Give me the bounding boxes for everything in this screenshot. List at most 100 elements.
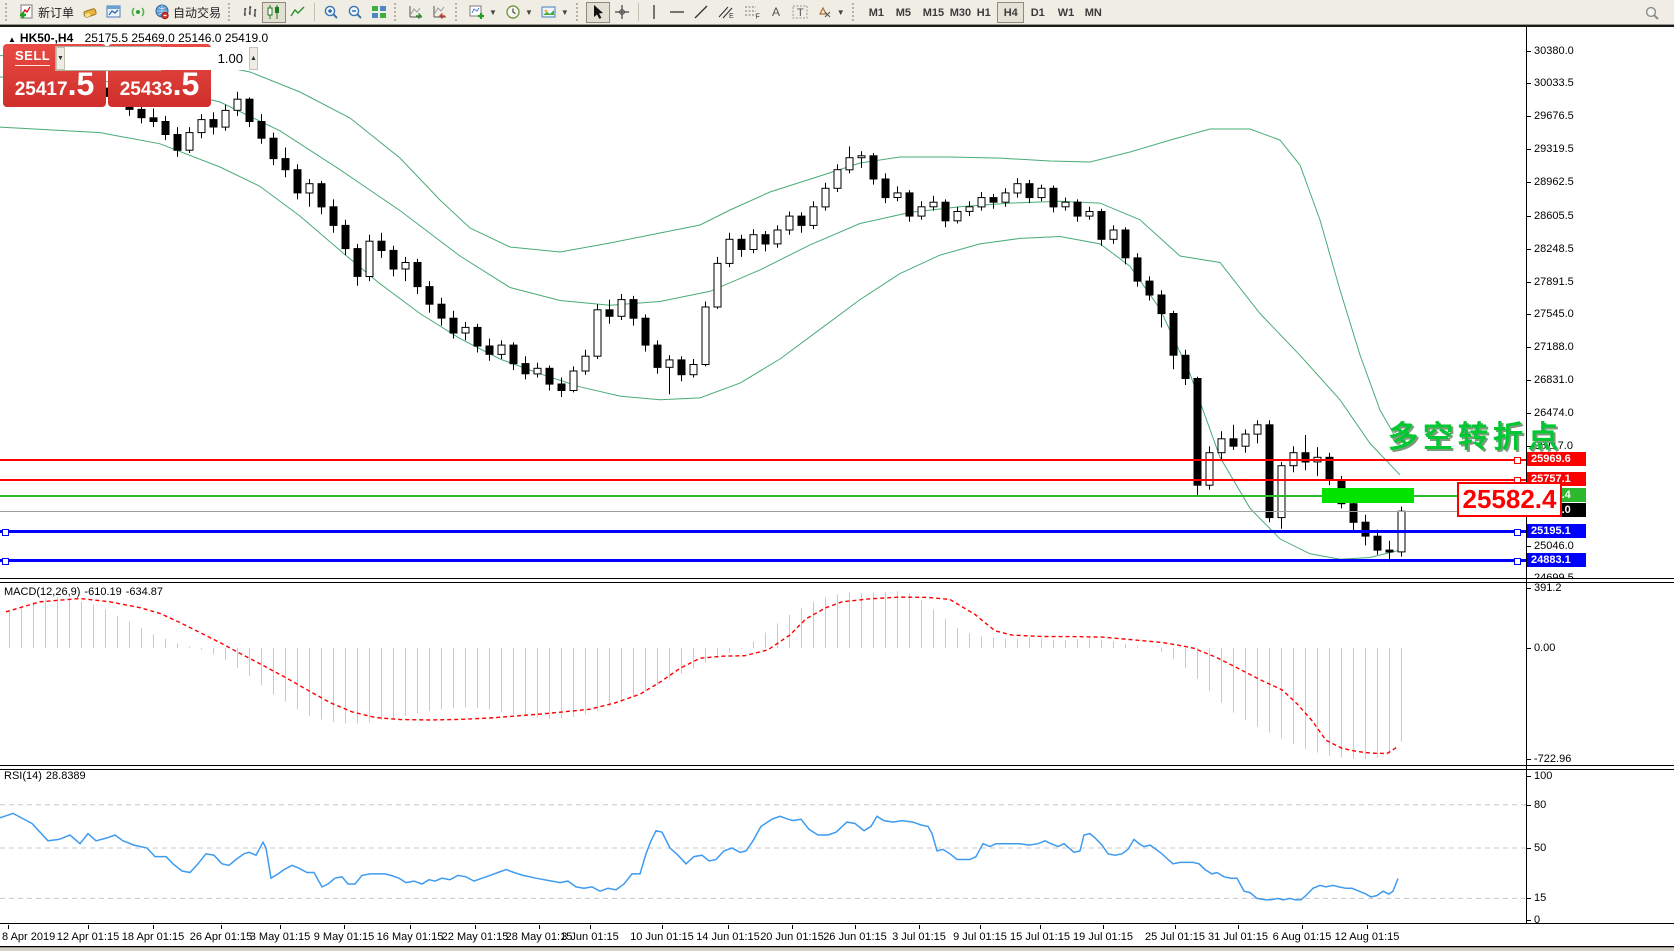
chart-title: ▲ HK50-,H4 25175.5 25469.0 25146.0 25419.… <box>8 31 268 45</box>
volume-decrease-button[interactable]: ▼ <box>56 47 65 70</box>
cursor-button[interactable] <box>585 1 610 23</box>
macd-tick-label: -722.96 <box>1534 753 1572 765</box>
group-handle[interactable] <box>575 3 583 21</box>
timeframe-h1[interactable]: H1 <box>970 2 997 23</box>
time-tick <box>280 925 281 929</box>
auto-scroll-button[interactable] <box>404 2 428 23</box>
zoom-in-button[interactable] <box>319 2 343 23</box>
time-tick <box>1103 925 1104 929</box>
time-label: 20 Jun 01:15 <box>760 931 824 943</box>
eraser-button[interactable] <box>78 2 102 23</box>
chevron-down-icon: ▼ <box>489 7 497 17</box>
crosshair-button[interactable] <box>610 2 634 23</box>
svg-text:E: E <box>729 13 734 20</box>
time-label: 9 Jul 01:15 <box>953 931 1007 943</box>
text-label-icon: T <box>792 5 808 19</box>
horizontal-line-25195.1[interactable] <box>0 530 1526 533</box>
line-endpoint-marker[interactable] <box>1514 557 1521 565</box>
indicators-icon <box>469 5 485 19</box>
subwindow-expand-icon[interactable]: ▲ <box>8 35 16 44</box>
group-handle[interactable] <box>394 3 401 21</box>
timeframe-m30[interactable]: M30 <box>943 2 971 23</box>
equidistant-channel-button[interactable]: E <box>713 2 739 23</box>
zoom-out-button[interactable] <box>343 2 367 23</box>
horizontal-line-button[interactable] <box>665 2 689 23</box>
toolbar-drag-handle[interactable] <box>5 3 12 21</box>
bollinger-middle-band <box>0 76 1401 476</box>
line-endpoint-marker[interactable] <box>1514 457 1521 465</box>
price-tick-label: 27545.0 <box>1534 308 1574 320</box>
templates-button[interactable]: ▼ <box>537 2 573 23</box>
vertical-line-button[interactable] <box>643 2 665 23</box>
toolbar: 新订单 自动交易 <box>0 0 1674 25</box>
signals-button[interactable] <box>126 2 150 23</box>
rsi-tick-label: 80 <box>1534 799 1547 811</box>
timeframe-m15[interactable]: M15 <box>916 2 944 23</box>
new-order-icon <box>20 4 33 19</box>
rsi-panel-separator[interactable] <box>0 765 1674 770</box>
cursor-icon <box>593 5 603 19</box>
time-tick <box>88 925 89 929</box>
text-button[interactable]: A <box>765 2 787 23</box>
time-tick <box>1175 925 1176 929</box>
horizontal-line-25419.0[interactable] <box>0 511 1526 512</box>
time-tick <box>728 925 729 929</box>
line-endpoint-marker[interactable] <box>2 557 9 565</box>
candlestick-chart[interactable] <box>0 27 1526 580</box>
line-endpoint-marker[interactable] <box>2 528 9 536</box>
group-handle[interactable] <box>228 3 235 21</box>
horizontal-line-25582.4[interactable] <box>0 495 1526 497</box>
rsi-indicator-panel[interactable] <box>0 768 1526 923</box>
timeframe-h4[interactable]: H4 <box>996 1 1024 23</box>
timeframe-m5[interactable]: M5 <box>889 2 916 23</box>
group-handle[interactable] <box>851 3 859 21</box>
profiles-button[interactable] <box>102 2 126 23</box>
text-label-button[interactable]: T <box>787 2 813 23</box>
macd-panel-separator[interactable] <box>0 578 1674 583</box>
chevron-down-icon: ▼ <box>560 7 569 17</box>
price-tick-label: 25046.0 <box>1534 540 1574 552</box>
periods-button[interactable]: ▼ <box>501 2 537 23</box>
time-label: 28 May 01:15 <box>505 931 573 943</box>
shapes-button[interactable]: ▼ <box>813 2 849 23</box>
tile-windows-button[interactable] <box>367 2 391 23</box>
timeframe-w1[interactable]: W1 <box>1051 2 1078 23</box>
volume-stepper: ▼ ▲ <box>55 46 258 71</box>
price-tick-label: 26117.0 <box>1534 440 1573 452</box>
time-axis[interactable]: 8 Apr 2019 12 Apr 01:15 18 Apr 01:15 26 Apr… <box>0 925 1674 947</box>
price-tick-label: 29676.5 <box>1534 110 1574 122</box>
indicators-button[interactable]: ▼ <box>465 2 501 23</box>
highlight-rectangle[interactable] <box>1322 488 1414 503</box>
autotrade-button[interactable]: 自动交易 <box>150 2 225 23</box>
eraser-icon <box>83 8 97 18</box>
line-chart-button[interactable] <box>286 2 310 23</box>
price-callout-box[interactable]: 25582.4 <box>1457 482 1562 517</box>
candl estick-chart-icon <box>267 5 280 19</box>
price-tick <box>1526 51 1531 52</box>
turning-point-annotation[interactable]: 多空转折点 <box>1388 421 1563 454</box>
bar-chart-button[interactable] <box>238 2 262 23</box>
fibonacci-button[interactable]: F <box>739 2 765 23</box>
timeframe-d1[interactable]: D1 <box>1024 2 1051 23</box>
price-tick-label: 26474.0 <box>1534 407 1574 419</box>
macd-indicator-panel[interactable] <box>0 581 1526 765</box>
volume-increase-button[interactable]: ▲ <box>248 47 258 70</box>
line-endpoint-marker[interactable] <box>1514 528 1521 536</box>
trendline-button[interactable] <box>689 2 713 23</box>
ohlc-low: 25146.0 <box>178 31 222 45</box>
candlestick-chart-button[interactable] <box>262 1 287 23</box>
volume-input[interactable] <box>64 47 249 70</box>
vertical-line-icon <box>653 5 655 19</box>
group-handle[interactable] <box>455 3 462 21</box>
timeframe-m1[interactable]: M1 <box>862 2 889 23</box>
horizontal-line-25757.1[interactable] <box>0 479 1526 481</box>
horizontal-line-24883.1[interactable] <box>0 559 1526 562</box>
timeframe-group: M1 M5 M15 M30 H1 H4 D1 W1 MN <box>862 1 1105 23</box>
horizontal-line-25969.6[interactable] <box>0 459 1526 461</box>
timeframe-mn[interactable]: MN <box>1078 2 1105 23</box>
chart-shift-button[interactable] <box>428 2 452 23</box>
search-icon <box>1645 6 1659 20</box>
search-button[interactable] <box>1640 2 1664 23</box>
zoom-in-icon <box>324 5 338 19</box>
new-order-button[interactable]: 新订单 <box>15 2 78 23</box>
